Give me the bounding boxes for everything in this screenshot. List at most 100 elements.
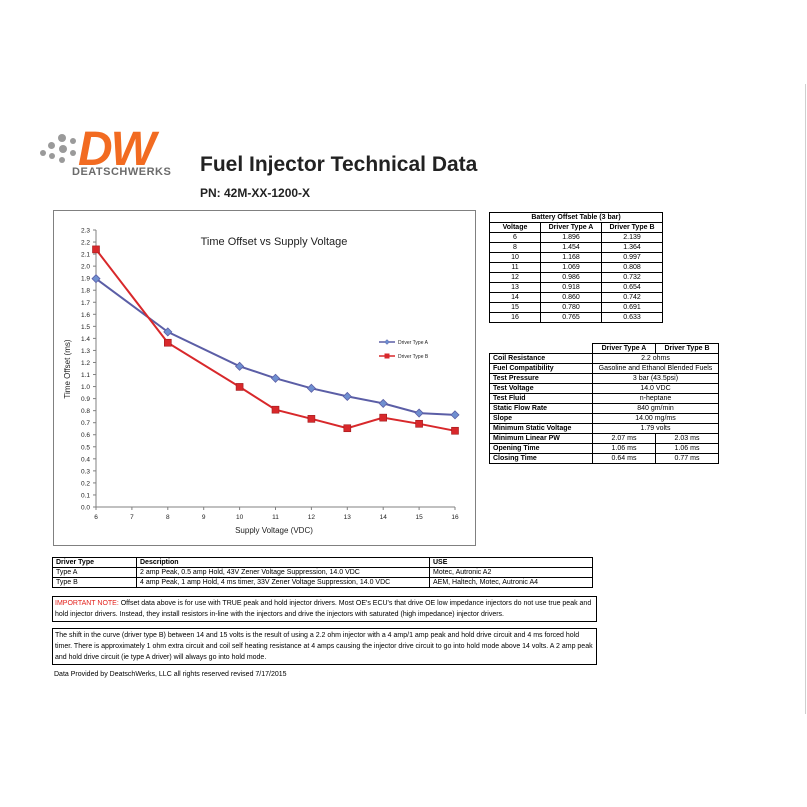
data-point-driver-b xyxy=(92,245,100,254)
battery-b-cell: 0.633 xyxy=(601,312,663,323)
data-point-driver-a xyxy=(306,383,316,393)
y-tick-label: 0.9 xyxy=(81,396,90,403)
driver-description-cell: 4 amp Peak, 1 amp Hold, 4 ms timer, 33V … xyxy=(136,577,430,588)
important-note-lead: IMPORTANT NOTE: xyxy=(55,600,119,607)
time-offset-chart: 0.0 0.1 0.2 0.3 0.4 0.5 0.6 0.7 0.8 0.9 1.0 1.1 1.2 1… xyxy=(63,228,460,535)
spec-value-cell: 3 bar (43.5psi) xyxy=(592,373,719,384)
spec-label-cell: Fuel Compatibility xyxy=(489,363,593,374)
table-row: Closing Time 0.64 ms 0.77 ms xyxy=(489,453,719,464)
y-tick-label: 0.2 xyxy=(81,480,90,487)
table-row: 6 1.896 2.139 xyxy=(489,232,663,243)
table-row: 11 1.069 0.808 xyxy=(489,262,663,273)
driver-use-cell: Motec, Autronic A2 xyxy=(429,567,593,578)
y-tick-label: 0.7 xyxy=(81,420,90,427)
table-row: Fuel Compatibility Gasoline and Ethanol B… xyxy=(489,363,719,374)
spec-label-cell: Closing Time xyxy=(489,453,593,464)
data-point-driver-a xyxy=(378,398,388,408)
data-point-driver-b xyxy=(307,415,316,423)
spec-b-cell: 0.77 ms xyxy=(655,453,719,464)
table-row: Test Voltage 14.0 VDC xyxy=(489,383,719,394)
data-point-driver-a xyxy=(91,274,101,284)
table-row: Opening Time 1.06 ms 1.06 ms xyxy=(489,443,719,454)
table-row: Minimum Static Voltage 1.79 volts xyxy=(489,423,719,434)
battery-a-cell: 0.918 xyxy=(540,282,602,293)
battery-b-cell: 0.808 xyxy=(601,262,663,273)
y-tick-label: 0.0 xyxy=(81,505,90,512)
spec-value-cell: Gasoline and Ethanol Blended Fuels xyxy=(592,363,719,374)
y-tick-label: 2.1 xyxy=(81,252,90,259)
spec-label-cell: Coil Resistance xyxy=(489,353,593,364)
x-tick-label: 8 xyxy=(166,514,170,521)
y-tick-label: 1.0 xyxy=(81,384,90,391)
x-tick-label: 6 xyxy=(94,514,98,521)
battery-header-a: Driver Type A xyxy=(540,222,602,233)
battery-voltage-cell: 14 xyxy=(489,292,541,303)
curve-shift-text: The shift in the curve (driver type B) b… xyxy=(55,632,593,661)
y-tick-label: 0.6 xyxy=(81,432,90,439)
spec-value-cell: 14.0 VDC xyxy=(592,383,719,394)
driver-header-use: USE xyxy=(429,557,593,568)
spec-value-cell: 14.00 mg/ms xyxy=(592,413,719,424)
y-tick-label: 2.3 xyxy=(81,228,90,235)
battery-header-b: Driver Type B xyxy=(601,222,663,233)
spec-label-cell: Test Pressure xyxy=(489,373,593,384)
y-tick-label: 1.1 xyxy=(81,372,90,379)
y-tick-label: 0.8 xyxy=(81,408,90,415)
x-tick-label: 10 xyxy=(236,514,244,521)
table-row: 14 0.860 0.742 xyxy=(489,292,663,303)
battery-voltage-cell: 10 xyxy=(489,252,541,263)
spec-label-cell: Minimum Linear PW xyxy=(489,433,593,444)
driver-type-cell: Type B xyxy=(52,577,137,588)
table-row: 10 1.168 0.997 xyxy=(489,252,663,263)
table-row: Test Pressure 3 bar (43.5psi) xyxy=(489,373,719,384)
spec-b-cell: 1.06 ms xyxy=(655,443,719,454)
x-tick-label: 15 xyxy=(415,514,423,521)
spec-b-cell: 2.03 ms xyxy=(655,433,719,444)
driver-type-cell: Type A xyxy=(52,567,137,578)
data-point-driver-b xyxy=(271,405,280,414)
table-row: 16 0.765 0.633 xyxy=(489,312,663,323)
spec-label-cell: Test Voltage xyxy=(489,383,593,394)
data-point-driver-b xyxy=(164,338,172,347)
logo-mark: DW xyxy=(78,123,156,176)
battery-a-cell: 0.780 xyxy=(540,302,602,313)
battery-voltage-cell: 11 xyxy=(489,262,541,273)
spec-a-cell: 1.06 ms xyxy=(592,443,656,454)
spec-label-cell: Minimum Static Voltage xyxy=(489,423,593,434)
driver-description-cell: 2 amp Peak, 0.5 amp Hold, 43V Zener Volt… xyxy=(136,567,430,578)
y-tick-label: 1.5 xyxy=(81,324,90,331)
battery-voltage-cell: 15 xyxy=(489,302,541,313)
y-tick-label: 0.1 xyxy=(81,492,90,499)
battery-a-cell: 0.860 xyxy=(540,292,602,303)
important-note-text: Offset data above is for use with TRUE p… xyxy=(55,600,592,618)
data-point-driver-b xyxy=(379,413,388,422)
y-tick-label: 2.0 xyxy=(81,264,90,271)
battery-b-cell: 0.691 xyxy=(601,302,663,313)
battery-voltage-cell: 13 xyxy=(489,282,541,293)
data-point-driver-a xyxy=(414,408,424,418)
y-tick-label: 2.2 xyxy=(81,240,90,247)
legend-marker xyxy=(384,339,390,345)
table-row: 8 1.454 1.364 xyxy=(489,242,663,253)
chart-panel: 0.0 0.1 0.2 0.3 0.4 0.5 0.6 0.7 0.8 0.9 1.0 1.1 1.2 1… xyxy=(53,210,476,546)
legend-entry: Driver Type B xyxy=(398,354,429,360)
y-axis-label: Time Offset (ms) xyxy=(63,339,72,398)
x-tick-label: 16 xyxy=(451,514,459,521)
battery-b-cell: 0.997 xyxy=(601,252,663,263)
battery-b-cell: 0.732 xyxy=(601,272,663,283)
spec-a-cell: 2.07 ms xyxy=(592,433,656,444)
battery-a-cell: 1.168 xyxy=(540,252,602,263)
spec-label-cell: Slope xyxy=(489,413,593,424)
x-axis-label: Supply Voltage (VDC) xyxy=(235,526,313,535)
driver-header-type: Driver Type xyxy=(52,557,137,568)
battery-a-cell: 1.896 xyxy=(540,232,602,243)
data-point-driver-a xyxy=(235,361,245,371)
driver-use-cell: AEM, Haltech, Motec, Autronic A4 xyxy=(429,577,593,588)
y-tick-label: 1.8 xyxy=(81,288,90,295)
battery-voltage-cell: 12 xyxy=(489,272,541,283)
table-row: 13 0.918 0.654 xyxy=(489,282,663,293)
battery-b-cell: 2.139 xyxy=(601,232,663,243)
x-tick-label: 9 xyxy=(202,514,206,521)
spec-value-cell: n-heptane xyxy=(592,393,719,404)
